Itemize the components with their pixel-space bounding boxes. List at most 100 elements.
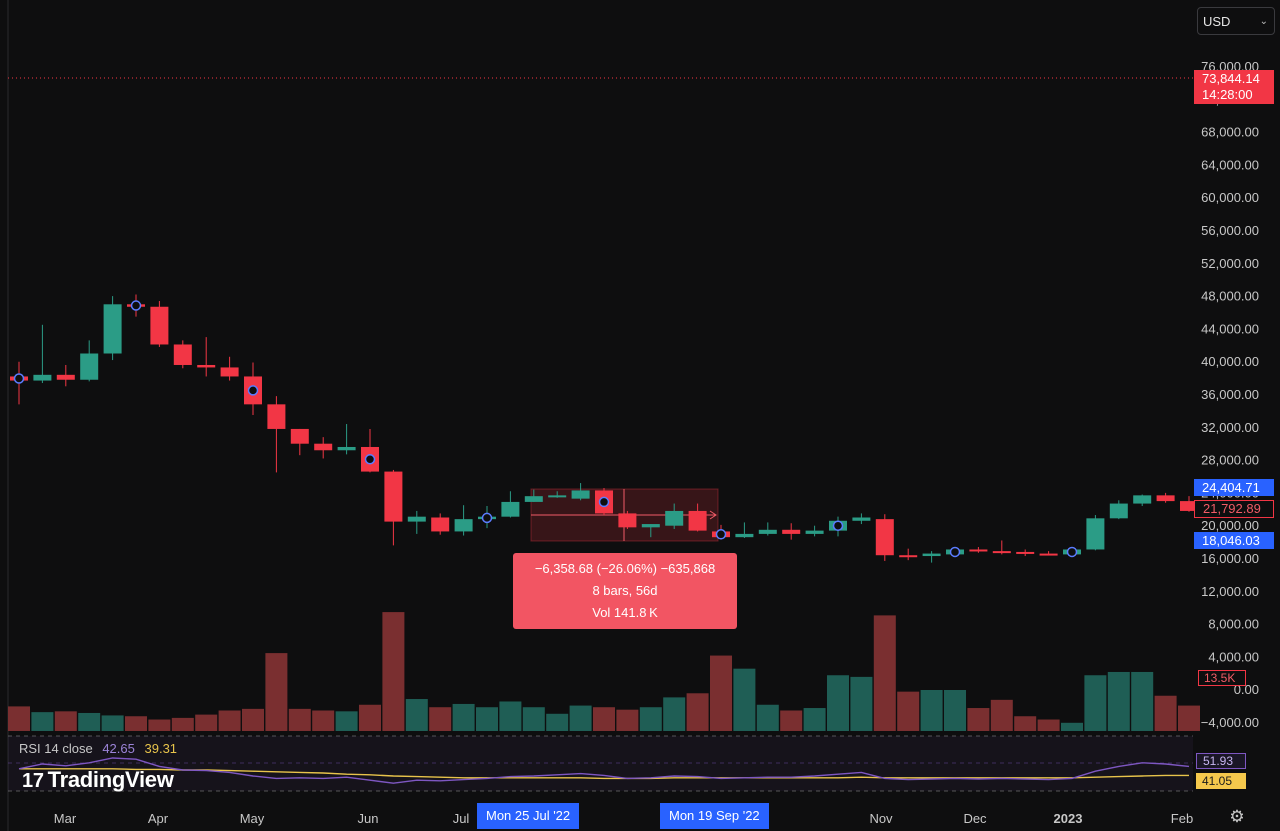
volume-bar — [569, 705, 592, 731]
candle-body — [197, 364, 216, 368]
rsi-line — [18, 757, 1190, 784]
measure-volume: Vol 141.8 K — [592, 605, 658, 620]
measure-arrow-icon — [709, 510, 717, 520]
volume-bar — [850, 676, 873, 731]
price-axis-label: 52,000.00 — [1201, 256, 1259, 271]
candle-body — [618, 513, 637, 528]
event-marker-icon — [949, 546, 961, 558]
candle-body — [173, 344, 192, 365]
candle-body — [150, 306, 169, 345]
price-axis-label: −4,000.00 — [1201, 715, 1259, 730]
candle-body — [80, 353, 99, 380]
candle-body — [548, 495, 567, 498]
volume-bar — [780, 710, 803, 731]
volume-bar — [218, 710, 241, 731]
volume-bar — [990, 699, 1013, 731]
volume-layer — [8, 612, 1200, 731]
rsi-label: RSI 14 close — [19, 741, 93, 756]
current-price-tag: 21,792.89 — [1194, 500, 1274, 518]
candle-body — [431, 517, 450, 532]
volume-bar — [733, 668, 756, 731]
volume-bar — [429, 707, 452, 731]
rsi-ma-line — [19, 768, 1189, 780]
volume-bar — [1084, 675, 1107, 731]
candle-body — [1039, 553, 1058, 556]
rsi-legend-ma: 39.31 — [144, 741, 178, 756]
candle-body — [384, 471, 403, 522]
volume-bar — [756, 704, 779, 731]
candle-body — [805, 530, 824, 534]
volume-bar — [171, 717, 194, 731]
candle-body — [782, 529, 801, 534]
price-axis-label: 60,000.00 — [1201, 190, 1259, 205]
rsi-legend[interactable]: RSI 14 close 42.65 39.31 — [19, 741, 177, 756]
volume-bar — [359, 704, 381, 731]
candle-body — [103, 304, 122, 354]
time-axis-label: Jul — [453, 811, 470, 826]
event-marker-icon — [598, 496, 610, 508]
time-axis-label: 2023 — [1054, 811, 1083, 826]
range-end-date: Mon 19 Sep '22 — [660, 803, 769, 829]
volume-bar — [54, 711, 77, 731]
price-axis-label: 44,000.00 — [1201, 321, 1259, 336]
volume-bar — [546, 713, 569, 731]
candle-body — [665, 510, 684, 526]
time-axis-label: Dec — [963, 811, 987, 826]
live-price-tag: 73,844.14 14:28:00 — [1194, 70, 1274, 104]
rsi-ma-tag: 41.05 — [1196, 773, 1246, 789]
price-axis-label: 4,000.00 — [1208, 649, 1259, 664]
volume-bar — [1037, 719, 1060, 731]
candle-body — [33, 374, 52, 381]
volume-bar — [616, 709, 639, 731]
volume-bar — [288, 708, 311, 731]
candle-body — [758, 529, 777, 534]
candle-body — [852, 517, 871, 521]
currency-select[interactable]: USD ⌄ — [1197, 7, 1275, 35]
tradingview-logo[interactable]: 17 TradingView — [22, 767, 174, 793]
candle-body — [314, 443, 333, 451]
event-marker-icon — [247, 385, 259, 396]
candle-body — [337, 446, 356, 451]
candle-body — [922, 553, 941, 557]
rsi-legend-value: 42.65 — [102, 741, 135, 756]
price-axis-label: 48,000.00 — [1201, 289, 1259, 304]
candle-body — [641, 524, 660, 528]
candle-body — [1016, 551, 1035, 554]
rsi-background — [8, 736, 1193, 791]
volume-tag: 13.5K — [1198, 670, 1246, 686]
candle-body — [220, 367, 239, 377]
volume-bar — [873, 615, 896, 731]
logo-text: TradingView — [47, 767, 174, 792]
price-axis-label: 12,000.00 — [1201, 584, 1259, 599]
candle-body — [1180, 501, 1198, 511]
volume-bar — [522, 707, 545, 731]
currency-label: USD — [1203, 13, 1231, 29]
volume-bar — [1014, 716, 1037, 731]
candle-body — [992, 551, 1011, 554]
candle-body — [969, 549, 988, 552]
range-high-tag: 24,404.71 — [1194, 479, 1274, 496]
price-axis-label: 56,000.00 — [1201, 223, 1259, 238]
volume-bar — [639, 707, 662, 731]
time-axis-label: Jun — [358, 811, 379, 826]
price-axis-label: 28,000.00 — [1201, 453, 1259, 468]
settings-gear-icon[interactable]: ⚙ — [1229, 807, 1245, 826]
volume-bar — [710, 655, 732, 731]
candle-body — [524, 496, 543, 502]
volume-bar — [476, 707, 498, 731]
price-axis-label: 64,000.00 — [1201, 157, 1259, 172]
candle-body — [1156, 495, 1175, 502]
candle-body — [501, 501, 520, 517]
volume-bar — [31, 712, 54, 731]
measure-tooltip: −6,358.68 (−26.06%) −635,868 8 bars, 56d… — [513, 553, 737, 629]
volume-bar — [967, 708, 990, 731]
event-marker-icon — [481, 512, 493, 524]
candle-body — [571, 490, 590, 499]
candle-body — [1133, 495, 1152, 504]
price-axis-label: 68,000.00 — [1201, 125, 1259, 140]
tradingview-mark-icon: 17 — [22, 770, 44, 792]
measure-bars: 8 bars, 56d — [592, 583, 658, 598]
candle-body — [688, 510, 707, 531]
event-marker-icon — [715, 529, 727, 540]
